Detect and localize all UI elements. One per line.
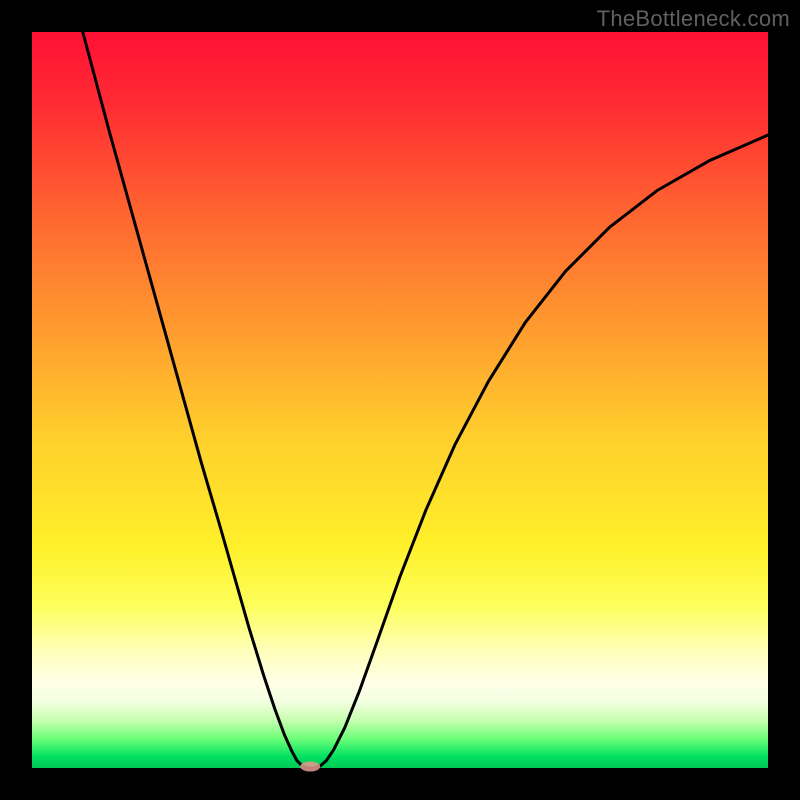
chart-container: TheBottleneck.com — [0, 0, 800, 800]
bottleneck-chart — [0, 0, 800, 800]
vertex-marker — [300, 762, 320, 772]
plot-background — [32, 32, 768, 768]
watermark-text: TheBottleneck.com — [597, 6, 790, 32]
